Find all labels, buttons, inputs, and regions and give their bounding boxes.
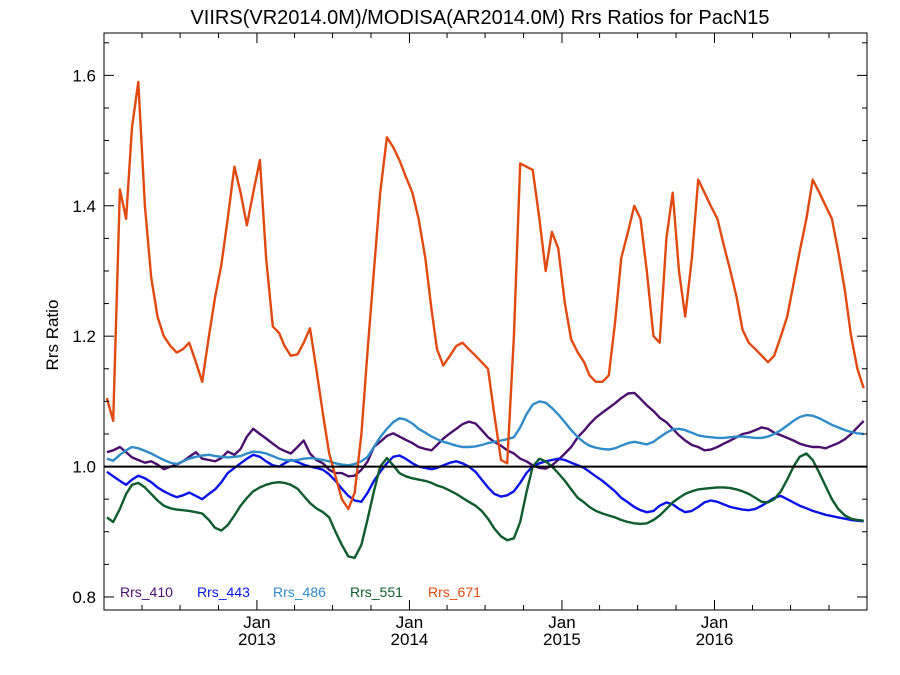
x-tick-label-month: Jan [701, 613, 728, 632]
legend-item-rrs-486: Rrs_486 [273, 584, 326, 600]
y-axis-label: Rrs Ratio [43, 300, 62, 371]
legend-item-rrs-551: Rrs_551 [350, 584, 403, 600]
legend-item-rrs-443: Rrs_443 [197, 584, 250, 600]
x-tick-label-month: Jan [548, 613, 575, 632]
x-tick-label-year: 2015 [543, 630, 581, 649]
x-tick-label-month: Jan [396, 613, 423, 632]
x-tick-label-year: 2016 [696, 630, 734, 649]
legend-item-rrs-410: Rrs_410 [120, 584, 173, 600]
x-tick-label-month: Jan [243, 613, 270, 632]
series-line-rrs-410 [106, 391, 865, 478]
chart-title: VIIRS(VR2014.0M)/MODISA(AR2014.0M) Rrs R… [190, 7, 769, 29]
legend: Rrs_410 Rrs_443 Rrs_486 Rrs_551 Rrs_671 [120, 584, 481, 600]
legend-item-rrs-671: Rrs_671 [428, 584, 481, 600]
axes: 0.81.01.21.41.6Jan2013Jan2014Jan2015Jan2… [72, 32, 868, 649]
y-tick-label: 1.2 [72, 327, 96, 346]
x-tick-label-year: 2013 [238, 630, 276, 649]
y-tick-label: 1.0 [72, 458, 96, 477]
y-tick-label: 1.6 [72, 66, 96, 85]
series-line-rrs-486 [106, 400, 864, 467]
plot-frame [103, 32, 868, 611]
series-group [105, 80, 865, 559]
y-tick-label: 0.8 [72, 588, 96, 607]
series-line-rrs-443 [106, 453, 864, 523]
series-line-rrs-551 [106, 452, 864, 559]
x-tick-label-year: 2014 [391, 630, 429, 649]
y-tick-label: 1.4 [72, 197, 96, 216]
plot-lines [105, 80, 865, 559]
series-line-rrs-671 [105, 80, 865, 511]
